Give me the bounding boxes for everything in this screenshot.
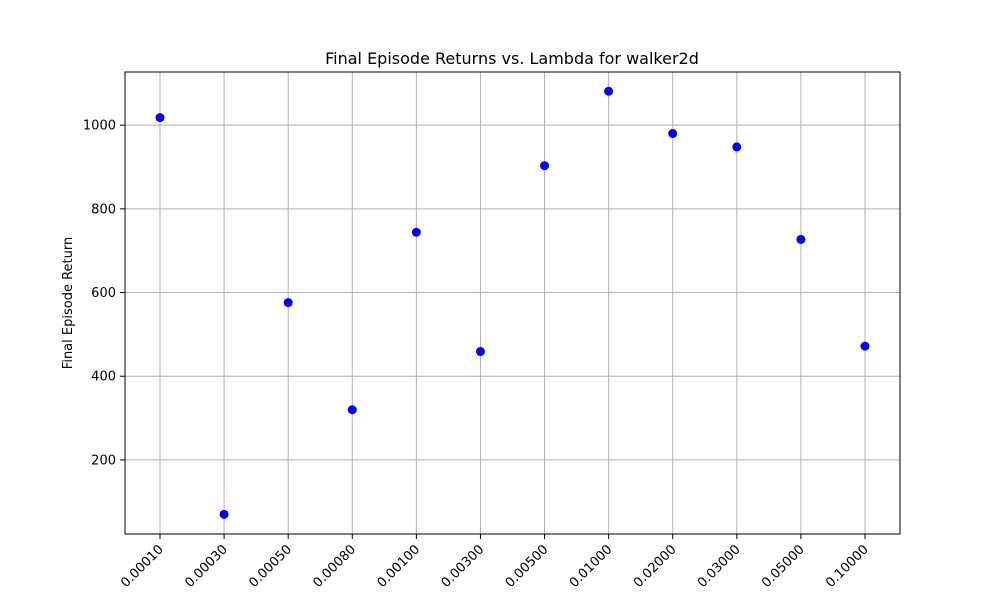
data-point	[475, 347, 485, 357]
data-point	[860, 341, 870, 351]
y-tick-label: 400	[91, 370, 116, 385]
x-tick-label: 0.03000	[695, 542, 744, 591]
y-tick-label: 800	[91, 202, 116, 217]
data-point	[540, 161, 550, 171]
marks-layer	[155, 86, 870, 519]
y-tick-label: 200	[91, 453, 116, 468]
x-tick-label: 0.00010	[118, 542, 167, 591]
plot-frame	[124, 71, 901, 535]
x-tick-label: 0.00300	[439, 542, 488, 591]
x-tick-label: 0.00030	[182, 542, 231, 591]
x-tick-label: 0.00500	[503, 542, 552, 591]
axes-layer: 0.00010 0.00030 0.00050 0.00080 0.00100 0.003…	[83, 71, 901, 591]
data-point	[283, 298, 293, 308]
data-point	[796, 234, 806, 244]
data-point	[347, 405, 357, 415]
data-point	[732, 142, 742, 152]
data-point	[668, 129, 678, 139]
x-tick-label: 0.05000	[759, 542, 808, 591]
chart-title: Final Episode Returns vs. Lambda for wal…	[325, 49, 699, 68]
x-tick-label: 0.00050	[246, 542, 295, 591]
x-tick-label: 0.00100	[375, 542, 424, 591]
data-point	[219, 509, 229, 519]
x-tick-label: 0.01000	[567, 542, 616, 591]
grid-layer	[125, 72, 900, 534]
data-point	[604, 86, 614, 96]
x-tick-label: 0.00080	[310, 542, 359, 591]
y-tick-label: 600	[91, 286, 116, 301]
y-tick-label: 1000	[83, 119, 116, 134]
data-point	[155, 113, 165, 123]
data-point	[411, 227, 421, 237]
y-axis-label: Final Episode Return	[61, 237, 76, 369]
x-tick-label: 0.10000	[823, 542, 872, 591]
x-tick-label: 0.02000	[631, 542, 680, 591]
labels-layer: Final Episode Returns vs. Lambda for wal…	[61, 49, 699, 369]
